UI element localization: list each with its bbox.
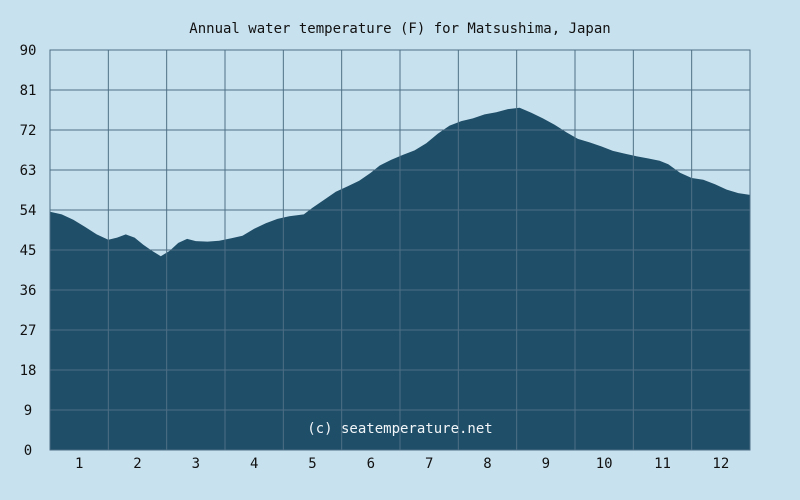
y-tick-label: 18 <box>20 363 37 379</box>
y-tick-label: 72 <box>20 123 37 139</box>
x-tick-label: 3 <box>192 456 200 472</box>
x-tick-label: 4 <box>250 456 258 472</box>
x-tick-label: 11 <box>654 456 671 472</box>
x-tick-label: 10 <box>596 456 613 472</box>
y-axis-ticks: 0 9 18 27 36 45 54 63 72 81 90 <box>20 43 37 459</box>
x-tick-label: 8 <box>483 456 491 472</box>
x-tick-label: 6 <box>367 456 375 472</box>
y-tick-label: 63 <box>20 163 37 179</box>
x-tick-label: 2 <box>133 456 141 472</box>
y-tick-label: 90 <box>20 43 37 59</box>
x-tick-label: 5 <box>308 456 316 472</box>
chart-title: Annual water temperature (F) for Matsush… <box>189 21 610 37</box>
y-tick-label: 27 <box>20 323 37 339</box>
x-tick-label: 12 <box>712 456 729 472</box>
y-tick-label: 36 <box>20 283 37 299</box>
y-tick-label: 9 <box>24 403 32 419</box>
y-tick-label: 81 <box>20 83 37 99</box>
y-tick-label: 54 <box>20 203 37 219</box>
grid-layer <box>50 50 750 450</box>
x-axis-ticks: 1 2 3 4 5 6 7 8 9 10 11 12 <box>75 456 729 472</box>
y-tick-label: 0 <box>24 443 32 459</box>
plot-frame <box>49 49 751 451</box>
x-tick-label: 1 <box>75 456 83 472</box>
x-tick-label: 9 <box>542 456 550 472</box>
watermark-text: (c) seatemperature.net <box>307 421 492 437</box>
x-tick-label: 7 <box>425 456 433 472</box>
y-tick-label: 45 <box>20 243 37 259</box>
